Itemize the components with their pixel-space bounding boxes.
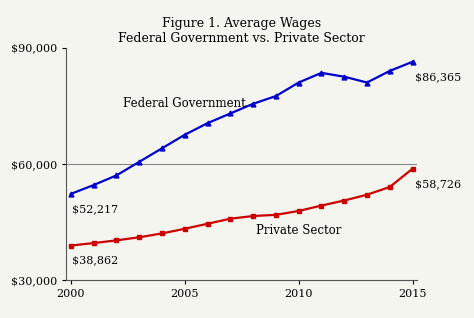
Federal Government [114,174,119,177]
Private Sector [228,217,233,221]
Federal Government [387,69,392,73]
Private Sector [341,199,347,203]
Text: $38,862: $38,862 [73,256,118,266]
Text: $58,726: $58,726 [415,179,462,189]
Private Sector [410,167,415,171]
Private Sector [364,193,370,197]
Federal Government [182,133,188,137]
Private Sector [68,244,74,247]
Title: Figure 1. Average Wages
Federal Government vs. Private Sector: Figure 1. Average Wages Federal Governme… [118,17,365,45]
Federal Government [250,102,256,106]
Private Sector [91,241,97,245]
Private Sector [319,204,324,207]
Private Sector [387,185,392,189]
Text: Federal Government: Federal Government [123,97,246,110]
Federal Government [137,160,142,164]
Private Sector [250,214,256,218]
Federal Government [159,146,165,150]
Private Sector [205,222,210,226]
Federal Government [273,94,279,98]
Text: $86,365: $86,365 [415,72,462,82]
Federal Government [410,60,415,64]
Private Sector [296,209,301,213]
Federal Government [296,80,301,84]
Private Sector [159,232,165,235]
Private Sector [137,235,142,239]
Federal Government [205,121,210,125]
Text: Private Sector: Private Sector [256,224,341,237]
Private Sector [182,227,188,231]
Federal Government [364,80,370,84]
Federal Government [319,71,324,75]
Text: $52,217: $52,217 [73,204,118,214]
Federal Government [228,112,233,115]
Line: Federal Government: Federal Government [68,59,415,196]
Private Sector [273,213,279,217]
Federal Government [91,183,97,187]
Federal Government [68,192,74,196]
Private Sector [114,238,119,242]
Line: Private Sector: Private Sector [68,166,415,248]
Federal Government [341,75,347,79]
